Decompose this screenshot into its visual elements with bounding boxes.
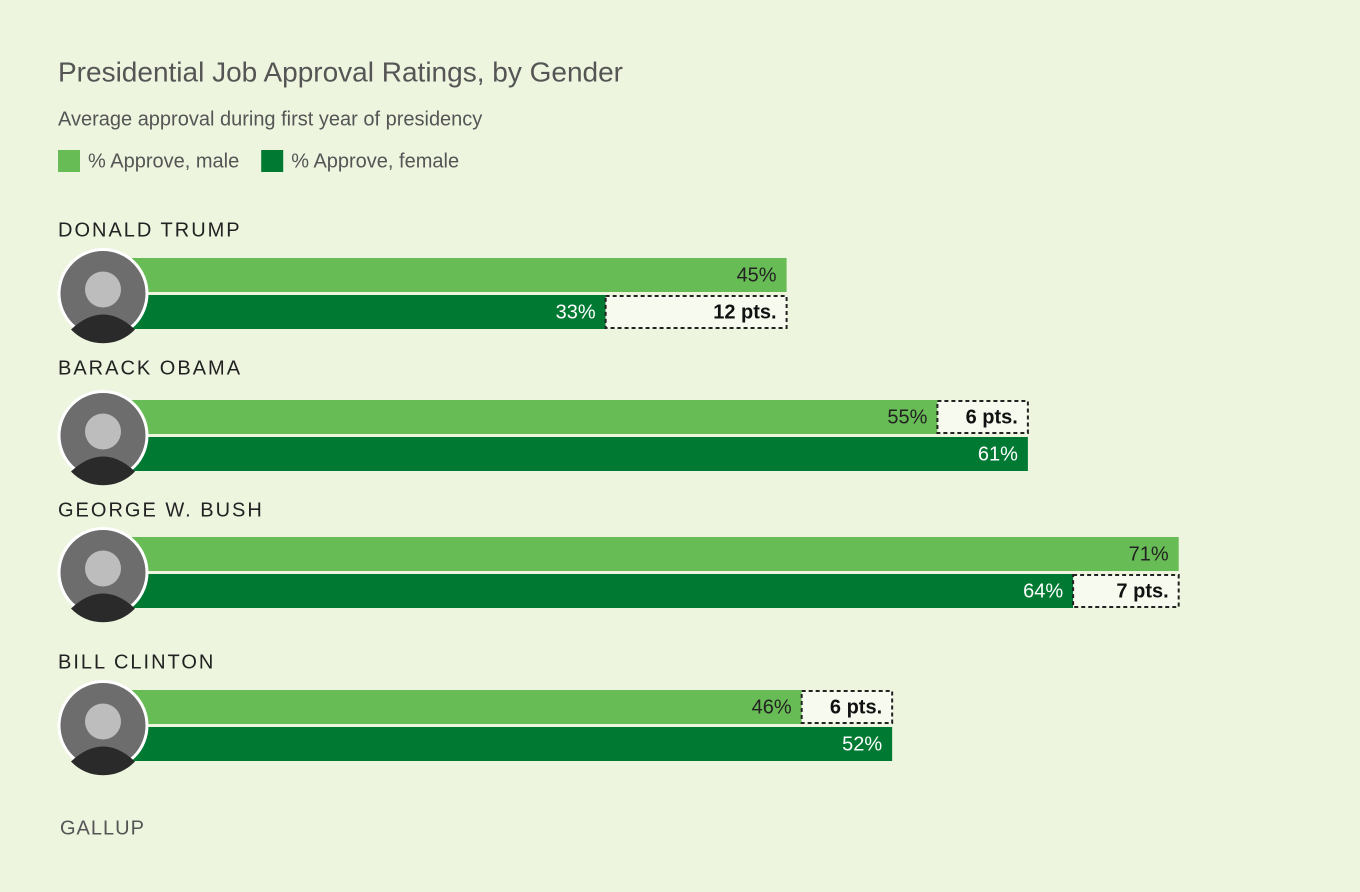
portrait-face	[85, 703, 121, 740]
legend-swatch	[261, 150, 284, 172]
bar	[108, 574, 1074, 608]
portrait-face	[85, 550, 121, 587]
value-label: 45%	[737, 264, 777, 286]
gap-box	[936, 400, 1029, 434]
gap-box	[1072, 574, 1180, 608]
value-label: 46%	[752, 696, 792, 718]
bar	[108, 690, 802, 724]
bar	[108, 437, 1028, 471]
portrait-suit	[71, 746, 135, 776]
portrait-suit	[71, 314, 135, 344]
category-label: GEORGE W. BUSH	[58, 499, 264, 521]
value-label: 52%	[842, 733, 882, 755]
bar	[108, 295, 606, 329]
portrait-suit	[71, 456, 135, 486]
bar	[108, 258, 787, 292]
value-label: 33%	[556, 301, 596, 323]
category-label: BILL CLINTON	[58, 651, 215, 673]
portrait-suit	[71, 593, 135, 623]
legend-label: % Approve, male	[88, 150, 239, 172]
chart-subtitle: Average approval during first year of pr…	[58, 108, 482, 130]
category-label: DONALD TRUMP	[58, 219, 242, 241]
portrait-face	[85, 413, 121, 450]
value-label: 55%	[887, 406, 927, 428]
gap-box	[800, 690, 894, 724]
chart-title: Presidential Job Approval Ratings, by Ge…	[58, 56, 623, 87]
bar	[108, 727, 893, 761]
bar	[108, 537, 1179, 571]
value-label: 71%	[1129, 543, 1169, 565]
gap-label: 12 pts.	[713, 301, 776, 323]
legend-label: % Approve, female	[291, 150, 459, 172]
legend-swatch	[58, 150, 80, 172]
gap-label: 6 pts.	[830, 696, 882, 718]
portrait-face	[85, 271, 121, 308]
gap-label: 6 pts.	[966, 406, 1018, 428]
gap-label: 7 pts.	[1116, 580, 1168, 602]
value-label: 64%	[1023, 580, 1063, 602]
source: GALLUP	[60, 817, 145, 839]
bar	[108, 400, 938, 434]
value-label: 61%	[978, 443, 1018, 465]
category-label: BARACK OBAMA	[58, 357, 242, 379]
gap-box	[604, 295, 788, 329]
